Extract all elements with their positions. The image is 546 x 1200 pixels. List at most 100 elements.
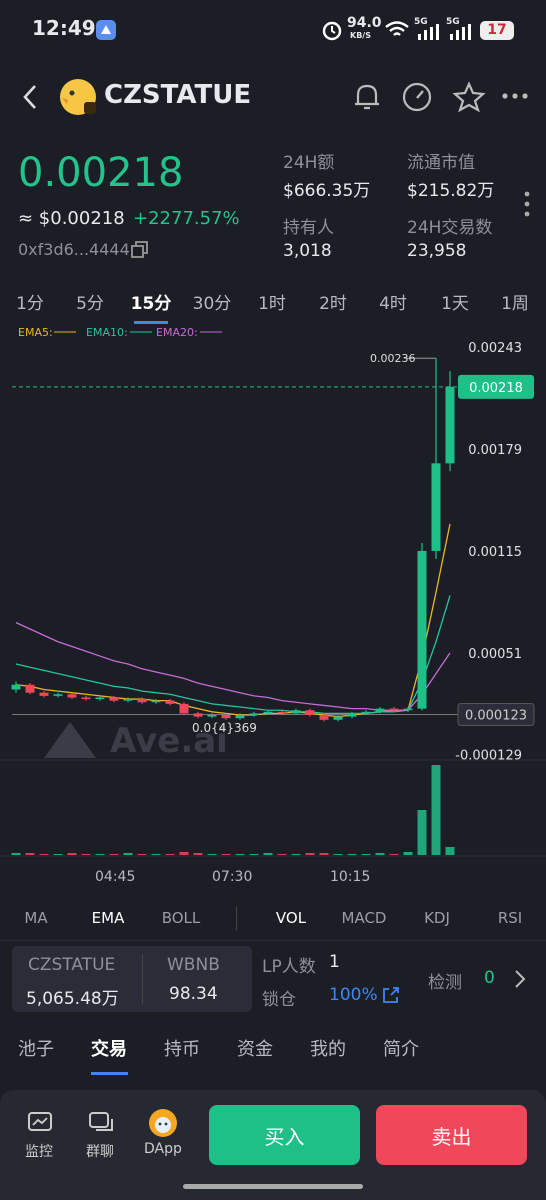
candle-body [389, 708, 399, 711]
lp-value: 1 [329, 952, 340, 972]
candle-body [431, 463, 441, 551]
volume-bar [53, 854, 63, 855]
indicator-tab[interactable]: MA [24, 909, 48, 927]
section-tab[interactable]: 池子 [18, 1039, 54, 1060]
candle-body [305, 710, 315, 715]
buy-button[interactable]: 买入 [209, 1105, 360, 1165]
candle-body [375, 708, 385, 712]
volume-bar [445, 847, 455, 855]
section-tab[interactable]: 持币 [164, 1039, 200, 1060]
high-label: 0.00236 [370, 352, 416, 365]
favorite-button[interactable] [452, 80, 486, 114]
section-tab[interactable]: 简介 [383, 1039, 419, 1060]
home-indicator [183, 1184, 363, 1189]
last-price-label: 0.00218 [469, 381, 523, 396]
interval-tab[interactable]: 15分 [130, 294, 172, 314]
indicator-tab[interactable]: EMA [91, 909, 125, 927]
alert-button[interactable] [350, 80, 384, 114]
volume-bar [137, 854, 147, 855]
candle-body [221, 714, 231, 719]
candle-body [277, 711, 287, 714]
ema-line [15, 523, 451, 718]
bottom-label[interactable]: 监控 [25, 1144, 53, 1160]
volume-bar [333, 854, 343, 855]
stat-value: $215.82万 [407, 181, 495, 201]
candle-body [361, 711, 371, 714]
volume-bar [291, 854, 301, 855]
net-type: 5G [414, 17, 428, 27]
volume-bar [67, 853, 77, 855]
stats-more[interactable] [522, 190, 532, 218]
indicator-tab[interactable]: KDJ [424, 909, 450, 927]
back-button[interactable] [18, 82, 42, 112]
section-tab[interactable]: 交易 [91, 1039, 127, 1060]
candle-body [193, 713, 203, 717]
interval-tab[interactable]: 2时 [319, 294, 347, 314]
section-tab[interactable]: 资金 [237, 1039, 273, 1060]
candle-body [207, 714, 217, 717]
volume-bar [361, 854, 371, 855]
divider [236, 906, 237, 930]
candle-body [249, 713, 259, 715]
interval-tab[interactable]: 30分 [192, 294, 232, 314]
volume-bar [179, 852, 189, 855]
pool-token: WBNB [167, 955, 220, 975]
candle-body [95, 697, 105, 700]
candle-body [11, 684, 21, 690]
stat-value: 3,018 [283, 241, 332, 261]
y-tick-label: 0.00243 [468, 341, 522, 356]
y-tick-label: 0.00115 [468, 545, 522, 560]
volume-bar [389, 854, 399, 855]
volume-bar [375, 853, 385, 855]
candle-body [123, 699, 133, 701]
volume-bar [263, 853, 273, 855]
volume-bar [319, 853, 329, 855]
indicator-tab[interactable]: BOLL [161, 909, 201, 927]
signal-icon [450, 24, 471, 40]
candle-body [445, 386, 455, 464]
copy-button[interactable] [130, 240, 150, 260]
candle-body [165, 700, 175, 704]
external-link[interactable] [382, 986, 400, 1004]
baseline-label: 0.000123 [465, 709, 527, 724]
volume-bar [109, 854, 119, 855]
volume-bar [249, 854, 259, 855]
gauge-button[interactable] [400, 80, 434, 114]
low-label: 0.0{4}369 [192, 721, 257, 735]
chat-icon[interactable] [88, 1110, 116, 1136]
section-tab[interactable]: 我的 [310, 1039, 346, 1060]
status-time: 12:49 [32, 16, 96, 40]
interval-tab[interactable]: 1分 [16, 294, 44, 314]
candle-body [417, 550, 427, 709]
interval-tab[interactable]: 1周 [501, 294, 529, 314]
interval-tab[interactable]: 1天 [441, 294, 469, 314]
wifi-icon [385, 21, 409, 36]
check-label[interactable]: 检测 [428, 973, 462, 993]
interval-tab[interactable]: 4时 [379, 294, 407, 314]
volume-bar [347, 854, 357, 855]
indicator-tab[interactable]: RSI [497, 909, 523, 927]
dapp-icon[interactable] [148, 1108, 178, 1138]
volume-bar [431, 765, 441, 855]
sell-button[interactable]: 卖出 [376, 1105, 527, 1165]
more-button[interactable] [500, 86, 530, 106]
volume-bar [151, 854, 161, 855]
divider [142, 954, 143, 1004]
monitor-icon[interactable] [27, 1110, 53, 1136]
interval-tab[interactable]: 5分 [76, 294, 104, 314]
volume-bar [403, 852, 413, 855]
bottom-label[interactable]: 群聊 [86, 1144, 114, 1160]
candle-body [179, 703, 189, 714]
stat-value: $666.35万 [283, 181, 371, 201]
chevron[interactable] [512, 968, 528, 990]
interval-tab[interactable]: 1时 [258, 294, 286, 314]
bottom-label[interactable]: DApp [144, 1141, 182, 1157]
stat-label: 24H交易数 [407, 218, 493, 238]
indicator-tab[interactable]: VOL [275, 909, 307, 927]
x-tick-label: 04:45 [95, 869, 136, 885]
lock-label: 锁仓 [262, 990, 296, 1010]
indicator-tab[interactable]: MACD [341, 909, 387, 927]
contract-address: 0xf3d6...4444 [18, 240, 130, 259]
lock-value[interactable]: 100% [329, 985, 378, 1005]
baseline-box [457, 703, 535, 727]
